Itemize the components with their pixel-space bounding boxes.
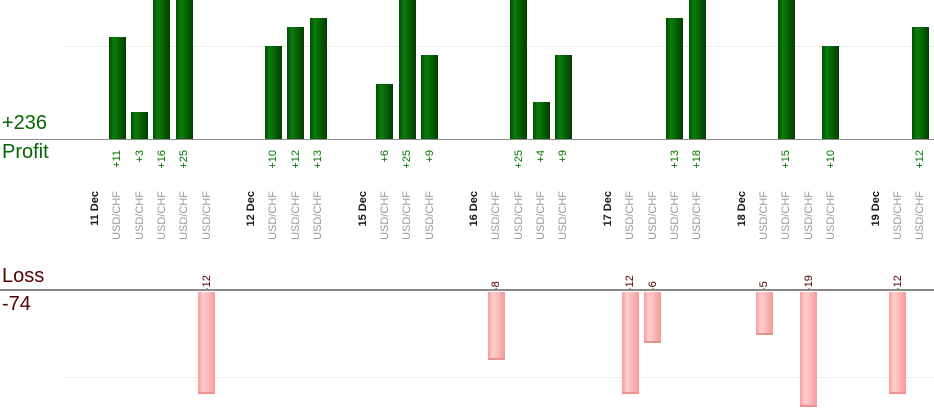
loss-bar bbox=[889, 292, 907, 394]
loss-bar bbox=[800, 292, 818, 407]
profit-bar bbox=[911, 27, 929, 140]
profit-bar bbox=[153, 0, 171, 140]
profit-bar bbox=[376, 83, 394, 140]
profit-total: +236 bbox=[2, 112, 48, 134]
loss-total: -74 bbox=[2, 293, 31, 315]
profit-bar bbox=[532, 102, 550, 140]
profit-bar bbox=[554, 55, 572, 140]
loss-gridline bbox=[63, 377, 934, 378]
profit-axis-label: Profit bbox=[2, 141, 49, 163]
profit-bar bbox=[688, 0, 706, 140]
profit-bar bbox=[108, 36, 126, 140]
profit-gridline bbox=[63, 46, 934, 47]
profit-bar bbox=[510, 0, 528, 140]
profit-bar bbox=[777, 0, 795, 140]
loss-bar bbox=[644, 292, 661, 343]
loss-axis-line bbox=[0, 289, 934, 291]
profit-bar bbox=[822, 46, 840, 140]
loss-plot-area bbox=[0, 292, 934, 407]
profit-axis-line bbox=[0, 139, 934, 140]
loss-bar bbox=[755, 292, 773, 335]
loss-bar bbox=[621, 292, 639, 394]
profit-bar bbox=[309, 17, 327, 140]
loss-bar bbox=[487, 292, 505, 360]
profit-bar bbox=[131, 111, 149, 140]
profit-plot-area bbox=[0, 0, 934, 140]
profit-bar bbox=[398, 0, 416, 140]
profit-bar bbox=[264, 46, 282, 140]
profit-bar bbox=[287, 27, 305, 140]
profit-bar bbox=[175, 0, 193, 140]
loss-bar bbox=[198, 292, 215, 394]
profit-bar bbox=[421, 55, 438, 140]
profit-bar bbox=[666, 17, 684, 140]
loss-axis-label: Loss bbox=[2, 265, 45, 287]
